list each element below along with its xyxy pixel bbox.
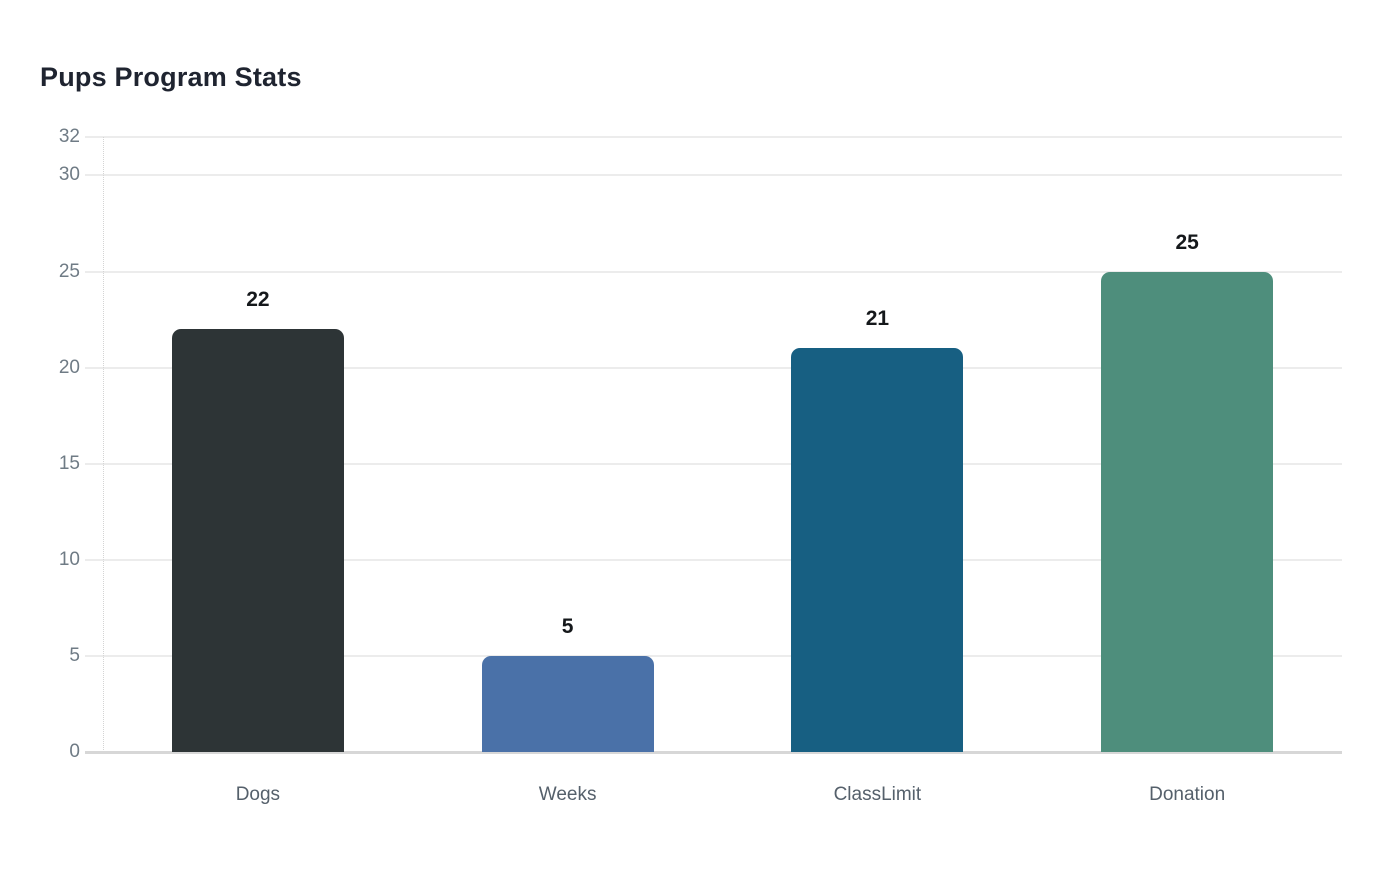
- bar-value-label-weeks: 5: [561, 614, 574, 638]
- y-tick-label-10: 10: [58, 548, 80, 570]
- x-axis-label-classlimit: ClassLimit: [833, 784, 922, 805]
- bar-dogs: [171, 329, 344, 752]
- bar-value-label-classlimit: 21: [865, 307, 890, 331]
- gridline-y-15: [85, 462, 1342, 465]
- y-tick-label-15: 15: [58, 452, 80, 474]
- bar-donation: [1101, 271, 1274, 752]
- bar-value-label-dogs: 22: [246, 288, 270, 312]
- chart-title: Pups Program Stats: [40, 62, 302, 92]
- y-tick-label-0: 0: [69, 741, 80, 762]
- gridline-y-10: [85, 558, 1342, 561]
- gridline-y-32: [85, 136, 1342, 138]
- gridline-y-30: [85, 174, 1342, 177]
- y-tick-label-32: 32: [58, 126, 80, 147]
- y-axis-line: [103, 137, 104, 752]
- y-tick-label-25: 25: [58, 260, 80, 282]
- gridline-y-5: [85, 654, 1342, 657]
- y-tick-label-5: 5: [69, 644, 80, 666]
- bar-weeks: [481, 655, 654, 752]
- x-axis-label-weeks: Weeks: [538, 784, 597, 805]
- bar-classlimit: [791, 348, 964, 752]
- x-axis-label-dogs: Dogs: [235, 784, 281, 805]
- y-tick-label-20: 20: [58, 356, 80, 378]
- gridline-y-25: [85, 270, 1342, 273]
- gridline-y-20: [85, 366, 1342, 369]
- x-axis-line: [85, 751, 1342, 754]
- bar-value-label-donation: 25: [1175, 230, 1199, 254]
- y-tick-label-30: 30: [58, 164, 80, 186]
- x-axis-label-donation: Donation: [1149, 784, 1226, 805]
